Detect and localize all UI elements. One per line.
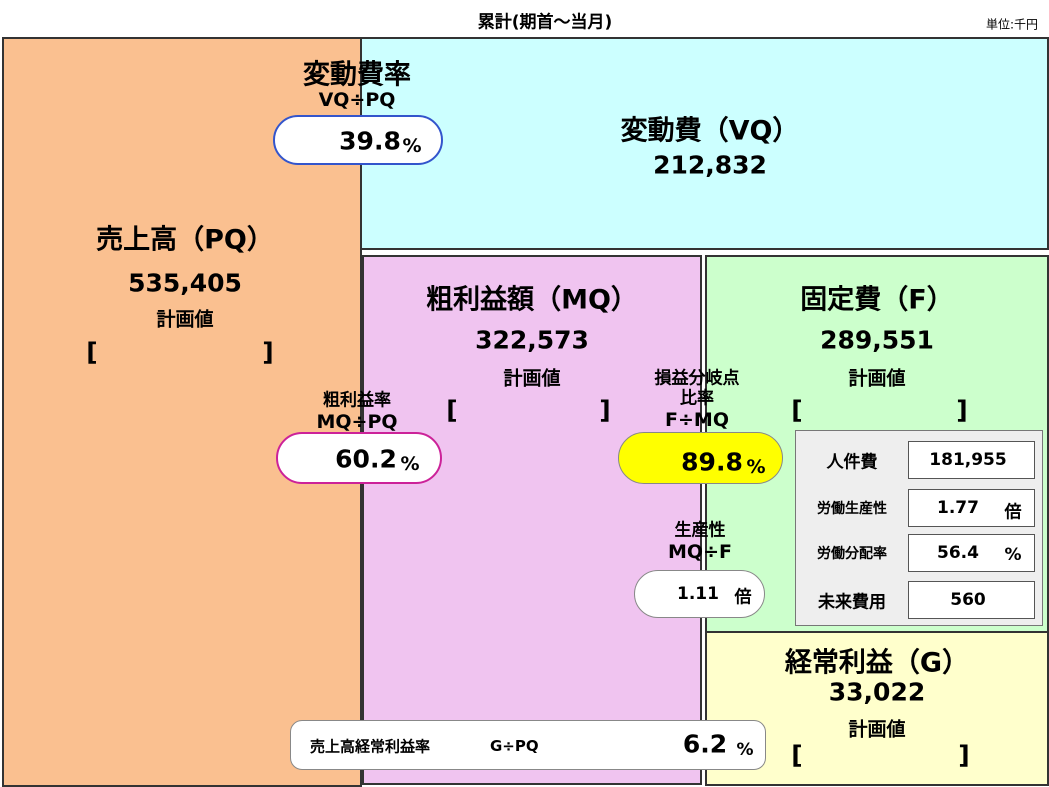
unit: 倍: [1004, 502, 1022, 523]
gpq-value: 6.2: [682, 729, 728, 759]
detail-value: 560: [950, 590, 986, 610]
bracket: [: [86, 337, 98, 367]
bracket: ]: [599, 395, 611, 425]
detail-value: 56.4: [937, 543, 979, 563]
bep-value: 89.8: [681, 447, 743, 477]
g-label: 経常利益（G）: [784, 647, 970, 679]
unit: %: [402, 135, 422, 157]
plan-label: 計画値: [848, 718, 906, 741]
productivity-pill: [634, 570, 765, 618]
detail-label: 人件費: [826, 452, 878, 473]
productivity-label: 生産性: [674, 520, 726, 541]
gpq-formula: G÷PQ: [490, 737, 539, 755]
detail-label: 労働分配率: [817, 546, 887, 562]
bracket: ]: [262, 337, 274, 367]
gpq-box: [290, 720, 766, 770]
detail-cell: [908, 581, 1035, 619]
vq-box: [360, 37, 1049, 250]
detail-label: 労働生産性: [817, 501, 887, 517]
mq-ratio-pill: [276, 432, 442, 484]
mq-value: 322,573: [475, 325, 589, 355]
unit: %: [746, 456, 766, 478]
vq-ratio-pill: [273, 115, 443, 165]
detail-cell: [908, 489, 1035, 527]
bracket: ]: [958, 740, 970, 770]
bep-label: 損益分岐点: [654, 368, 740, 389]
mq-ratio-formula: MQ÷PQ: [316, 411, 398, 433]
unit: %: [1004, 545, 1022, 565]
vq-ratio-value: 39.8: [339, 126, 401, 156]
vq-ratio-formula: VQ÷PQ: [318, 89, 396, 111]
detail-value: 1.77: [937, 498, 979, 518]
detail-value: 181,955: [929, 450, 1007, 470]
unit: 倍: [734, 587, 752, 608]
bracket: [: [791, 395, 803, 425]
vq-value: 212,832: [653, 150, 767, 180]
bep-label: 比率: [680, 388, 714, 409]
productivity-value: 1.11: [677, 584, 719, 604]
f-label: 固定費（F）: [800, 284, 954, 316]
g-value: 33,022: [828, 677, 926, 707]
mq-ratio-label: 粗利益率: [323, 390, 391, 411]
bracket: [: [446, 395, 458, 425]
unit: 単位:千円: [985, 17, 1039, 32]
unit: %: [736, 740, 754, 760]
mq-label: 粗利益額（MQ）: [426, 284, 638, 316]
sales-label: 売上高（PQ）: [96, 224, 274, 256]
f-value: 289,551: [820, 325, 934, 355]
detail-label: 未来費用: [818, 592, 886, 613]
title: 累計(期首〜当月): [477, 12, 613, 33]
unit: %: [400, 453, 420, 475]
sales-value: 535,405: [128, 268, 242, 298]
vq-ratio-label: 変動費率: [303, 59, 411, 91]
plan-label: 計画値: [503, 367, 561, 390]
vq-label: 変動費（VQ）: [620, 115, 800, 147]
detail-cell: [908, 534, 1035, 572]
bracket: ]: [956, 395, 968, 425]
bracket: [: [791, 740, 803, 770]
plan-label: 計画値: [156, 308, 214, 331]
gpq-label: 売上高経常利益率: [310, 737, 431, 756]
plan-label: 計画値: [848, 367, 906, 390]
detail-cell: [908, 441, 1035, 479]
bep-pill: [618, 432, 783, 484]
bep-formula: F÷MQ: [665, 409, 729, 431]
productivity-formula: MQ÷F: [668, 541, 732, 563]
mq-ratio-value: 60.2: [335, 444, 397, 474]
